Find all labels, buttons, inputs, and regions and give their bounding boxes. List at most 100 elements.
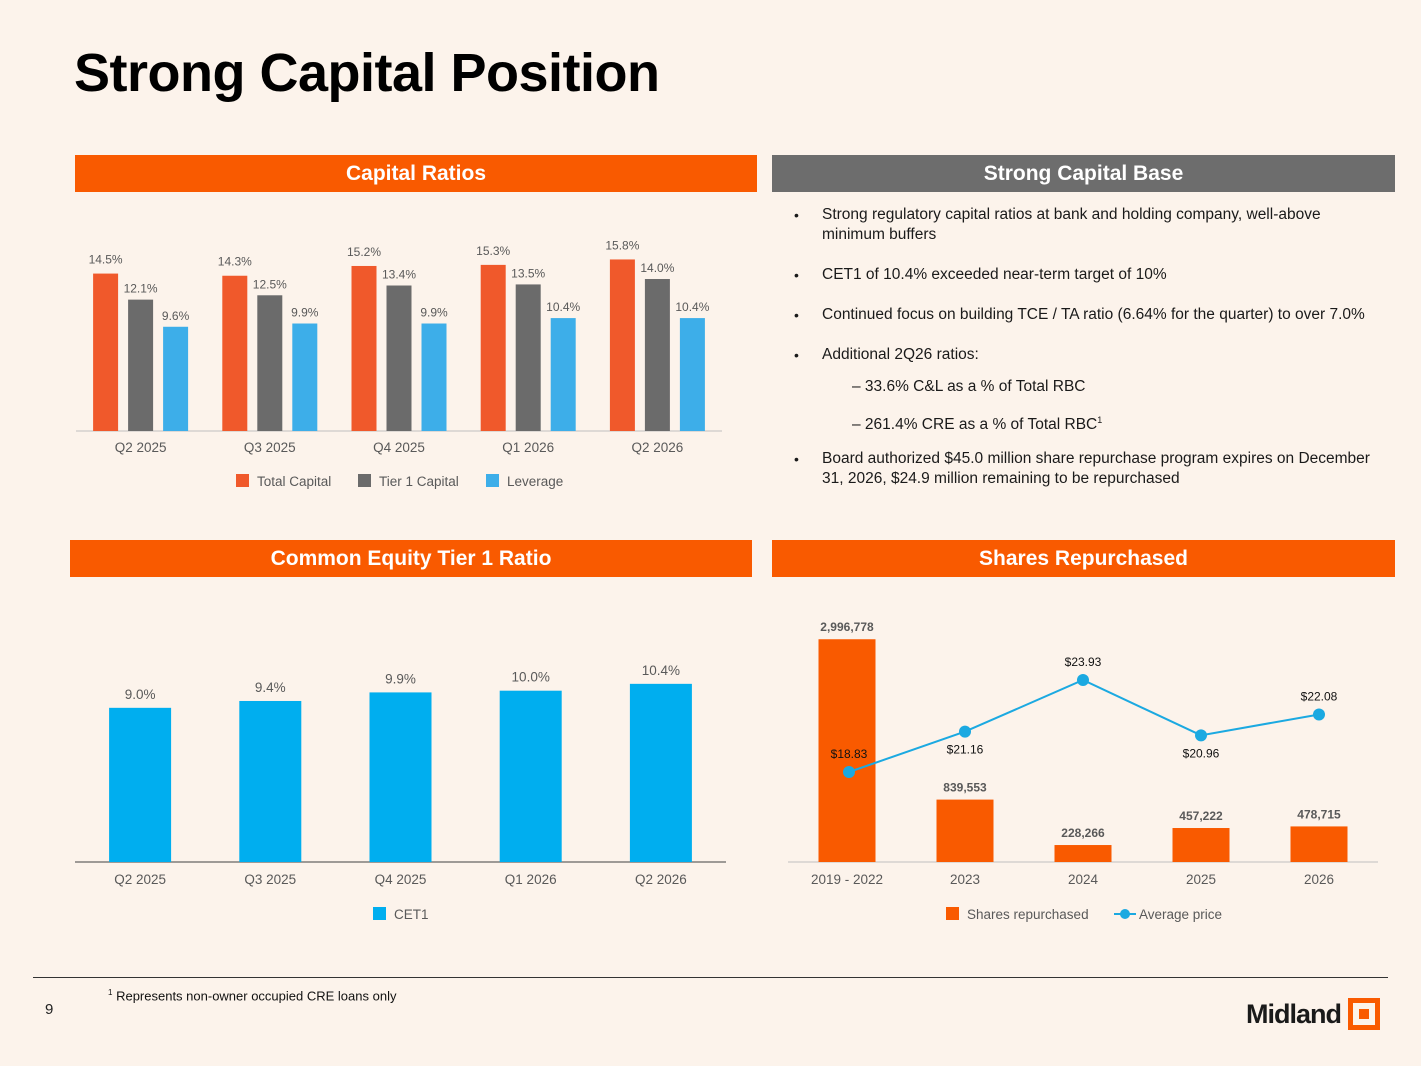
data-label: 478,715 [1297, 807, 1341, 821]
legend-swatch [946, 907, 959, 920]
line-data-label: $21.16 [947, 743, 984, 757]
bar-cet1 [629, 683, 692, 862]
bar-total-capital [93, 273, 119, 431]
data-label: 12.5% [253, 277, 287, 291]
data-label: 10.0% [512, 670, 550, 685]
shares-repurchased-header: Shares Repurchased [772, 540, 1395, 577]
x-tick-label: 2024 [1068, 872, 1099, 887]
data-label: 9.9% [385, 671, 416, 686]
line-data-label: $22.08 [1301, 689, 1338, 703]
line-data-label: $18.83 [831, 747, 868, 761]
x-tick-label: Q2 2025 [114, 872, 166, 887]
footnote: 1 Represents non-owner occupied CRE loan… [108, 988, 397, 1004]
bar-total-capital [351, 265, 377, 431]
page-title: Strong Capital Position [74, 43, 660, 103]
bullet-item: Continued focus on building TCE / TA rat… [794, 305, 1374, 325]
x-tick-label: Q2 2026 [635, 872, 687, 887]
data-label: 228,266 [1061, 826, 1105, 840]
legend-label: CET1 [394, 907, 429, 922]
line-data-label: $23.93 [1065, 655, 1102, 669]
legend-label: Average price [1139, 907, 1222, 922]
data-label: 14.5% [89, 253, 123, 267]
legend-label: Total Capital [257, 474, 331, 489]
bar-leverage [421, 323, 447, 431]
legend-swatch [358, 474, 371, 487]
average-price-point [1077, 674, 1089, 686]
bar-tier-1-capital [644, 279, 670, 431]
bullet-item: Strong regulatory capital ratios at bank… [794, 205, 1374, 245]
sub-bullet-item: – 261.4% CRE as a % of Total RBC1 [852, 415, 1103, 434]
data-label: 457,222 [1179, 809, 1223, 823]
bar-leverage [550, 318, 576, 431]
data-label: 15.8% [605, 238, 639, 252]
legend-label: Leverage [507, 474, 563, 489]
data-label: 10.4% [642, 663, 680, 678]
bar-total-capital [609, 259, 635, 431]
capital-ratios-header: Capital Ratios [75, 155, 757, 192]
capital-base-bullets: Strong regulatory capital ratios at bank… [794, 205, 1374, 509]
x-tick-label: Q4 2025 [373, 440, 425, 455]
logo-text: Midland [1246, 998, 1342, 1029]
bar-leverage [163, 326, 189, 431]
data-label: 839,553 [943, 781, 987, 795]
average-price-line [848, 678, 1320, 773]
capital-base-header: Strong Capital Base [772, 155, 1395, 192]
x-tick-label: 2023 [950, 872, 980, 887]
data-label: 13.4% [382, 268, 416, 282]
bar-cet1 [369, 692, 432, 862]
x-tick-label: Q4 2025 [375, 872, 427, 887]
legend-marker [1120, 909, 1130, 919]
average-price-point [1313, 708, 1325, 721]
average-price-point [959, 725, 971, 738]
data-label: 13.5% [511, 266, 545, 280]
bullet-item: CET1 of 10.4% exceeded near-term target … [794, 265, 1374, 285]
x-tick-label: 2026 [1304, 872, 1334, 887]
logo-mark-icon [1348, 998, 1380, 1030]
bar-tier-1-capital [515, 284, 541, 431]
bar-shares-repurchased [1172, 828, 1230, 862]
data-label: 9.9% [420, 306, 448, 320]
page-number: 9 [45, 1001, 54, 1018]
x-tick-label: Q3 2025 [244, 440, 296, 455]
data-label: 9.0% [125, 687, 156, 702]
data-label: 9.4% [255, 680, 286, 695]
bar-shares-repurchased [1054, 845, 1112, 862]
bullet-item: Board authorized $45.0 million share rep… [794, 449, 1374, 489]
bar-tier-1-capital [386, 285, 412, 431]
legend-label: Shares repurchased [967, 907, 1089, 922]
bar-cet1 [499, 690, 562, 862]
data-label: 15.2% [347, 245, 381, 259]
footer-divider [33, 977, 1388, 978]
legend-swatch [486, 474, 499, 487]
bullet-item: Additional 2Q26 ratios: [794, 345, 1374, 365]
average-price-point [843, 766, 855, 778]
data-label: 10.4% [675, 300, 709, 314]
data-label: 10.4% [546, 300, 580, 314]
bar-total-capital [222, 275, 248, 431]
midland-logo: Midland [1246, 998, 1380, 1030]
data-label: 9.6% [162, 309, 190, 323]
data-label: 12.1% [124, 282, 158, 296]
bar-cet1 [239, 700, 302, 862]
data-label: 14.3% [218, 255, 252, 269]
bar-tier-1-capital [128, 299, 154, 431]
data-label: 2,996,778 [820, 620, 874, 634]
x-tick-label: 2025 [1186, 872, 1216, 887]
average-price-point [1195, 729, 1207, 742]
legend-swatch [373, 907, 386, 920]
data-label: 14.0% [640, 261, 674, 275]
line-data-label: $20.96 [1183, 746, 1220, 760]
data-label: 15.3% [476, 244, 510, 258]
bar-total-capital [480, 264, 506, 431]
bar-cet1 [109, 707, 172, 862]
x-tick-label: Q1 2026 [505, 872, 557, 887]
bar-shares-repurchased [936, 799, 994, 862]
x-tick-label: Q3 2025 [244, 872, 296, 887]
bar-leverage [292, 323, 318, 431]
bar-leverage [679, 318, 705, 431]
x-tick-label: Q2 2025 [115, 440, 167, 455]
data-label: 9.9% [291, 306, 319, 320]
bar-shares-repurchased [818, 639, 876, 862]
cet1-header: Common Equity Tier 1 Ratio [70, 540, 752, 577]
